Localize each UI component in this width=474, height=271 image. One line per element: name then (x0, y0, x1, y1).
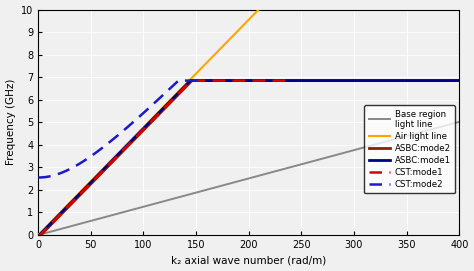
ASBC:mode1 (240, 79, 246, 82)
Line: ASBC:mode2: ASBC:mode2 (38, 80, 459, 238)
CST:mode2 (56, 172, 62, 176)
CST:mode1 (69, 201, 74, 204)
CST:mode2 (176, 79, 182, 82)
CST:mode1 (120, 148, 126, 151)
ASBC:mode2 (367, 79, 373, 82)
Base region
light line (36, 233, 41, 237)
CST:mode2 (201, 79, 206, 82)
ASBC:mode1 (57, 212, 63, 216)
Base region
light line (57, 228, 63, 231)
CST:mode1 (173, 94, 179, 97)
Base region
light line (229, 181, 235, 185)
Line: Air light line: Air light line (38, 0, 459, 235)
ASBC:mode1 (188, 79, 193, 82)
ASBC:mode2 (456, 79, 462, 82)
ASBC:mode2 (444, 79, 450, 82)
ASBC:mode2 (57, 214, 63, 217)
Y-axis label: Frequency (GHz): Frequency (GHz) (6, 79, 16, 166)
Air light line (36, 233, 41, 237)
CST:mode1 (288, 79, 293, 82)
ASBC:mode2 (240, 79, 246, 82)
Air light line (229, 36, 235, 39)
CST:mode2 (75, 163, 81, 166)
Line: CST:mode1: CST:mode1 (38, 80, 291, 237)
Base region
light line (444, 124, 450, 127)
Line: CST:mode2: CST:mode2 (38, 80, 203, 178)
ASBC:mode1 (444, 79, 450, 82)
Base region
light line (444, 124, 450, 127)
CST:mode1 (188, 79, 194, 82)
Legend: Base region
light line, Air light line, ASBC:mode2, ASBC:mode1, CST:mode1, CST:m: Base region light line, Air light line, … (365, 105, 455, 193)
CST:mode2 (146, 106, 152, 109)
Base region
light line (456, 120, 462, 124)
Line: ASBC:mode1: ASBC:mode1 (38, 80, 459, 236)
X-axis label: k₂ axial wave number (rad/m): k₂ axial wave number (rad/m) (171, 256, 327, 265)
Base region
light line (240, 178, 246, 182)
Base region
light line (367, 144, 373, 147)
ASBC:mode1 (229, 79, 235, 82)
ASBC:mode2 (189, 79, 195, 82)
CST:mode2 (186, 79, 192, 82)
CST:mode2 (42, 176, 47, 179)
CST:mode1 (36, 235, 41, 238)
CST:mode1 (78, 192, 83, 195)
CST:mode1 (145, 123, 151, 127)
Air light line (57, 211, 63, 215)
Air light line (240, 24, 246, 27)
ASBC:mode1 (36, 234, 41, 238)
CST:mode2 (120, 130, 126, 133)
ASBC:mode2 (36, 236, 41, 239)
ASBC:mode2 (445, 79, 450, 82)
ASBC:mode1 (456, 79, 462, 82)
ASBC:mode2 (229, 79, 235, 82)
Line: Base region
light line: Base region light line (38, 122, 459, 235)
CST:mode1 (168, 99, 174, 103)
CST:mode2 (36, 176, 41, 179)
ASBC:mode1 (367, 79, 373, 82)
ASBC:mode1 (445, 79, 450, 82)
